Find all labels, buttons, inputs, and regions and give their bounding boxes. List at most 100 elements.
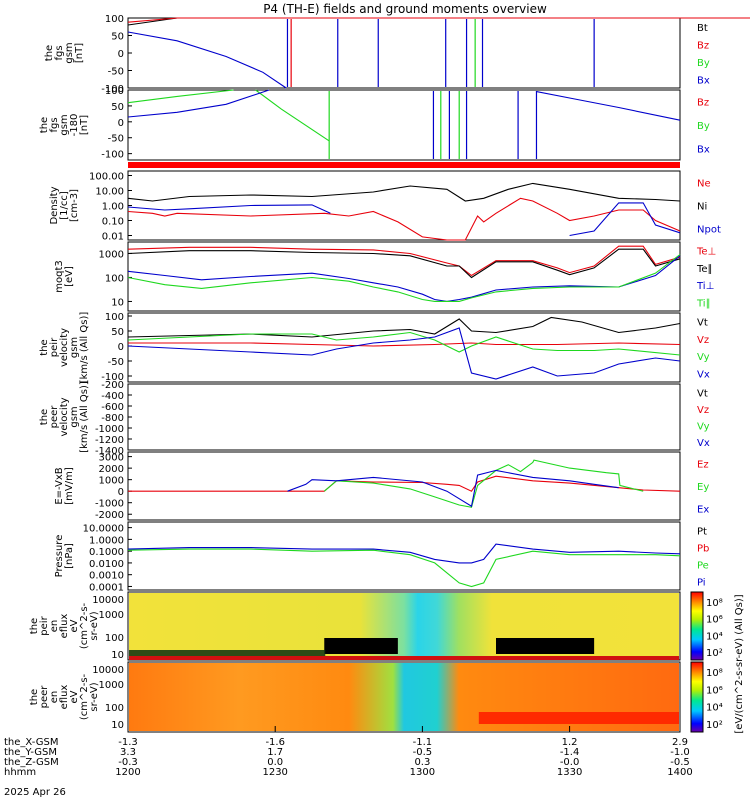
legend-Vx: Vx	[697, 369, 710, 380]
series-Npot	[127, 204, 331, 214]
y-tick-label: 1000	[99, 249, 124, 260]
y-tick-label: 100	[105, 633, 124, 644]
legend-Te⊥: Te⊥	[696, 247, 716, 258]
x-tick-label: -1.6	[265, 737, 285, 748]
y-axis-label-line: (cm^2-s-	[79, 673, 90, 720]
x-tick-label: -1.1	[413, 737, 433, 748]
legend-Vy: Vy	[697, 352, 710, 363]
panel-frame	[127, 89, 681, 161]
y-tick-label: 10	[111, 650, 124, 661]
y-tick-label: 50	[111, 32, 124, 43]
y-tick-label: -1400	[95, 446, 124, 457]
y-axis-label-line: the	[29, 689, 40, 705]
series-Ni	[127, 182, 681, 202]
x-date-label: 2025 Apr 26	[4, 787, 66, 798]
y-axis-label-line: gsm	[59, 114, 70, 135]
legend-Npot: Npot	[697, 225, 721, 236]
series-Bz	[127, 17, 750, 23]
panel-frame	[127, 170, 681, 241]
colorbar-tick-label: 10⁶	[706, 685, 723, 696]
y-axis-label-line: -180	[69, 114, 80, 137]
x-tick-label: 1200	[115, 767, 140, 778]
y-axis-label-line: gsm	[69, 406, 80, 427]
y-tick-label: -800	[101, 413, 124, 424]
x-row-label: hhmm	[4, 767, 36, 778]
colorbar-tick-label: 10⁴	[706, 703, 723, 714]
y-axis-label: thepeervelocitygsm[km/s (All Qs)]	[39, 381, 90, 453]
panel-frame	[127, 17, 681, 89]
y-axis-label-line: [nT]	[74, 43, 85, 63]
y-tick-label: 0.0010	[89, 571, 124, 582]
panel-frame	[127, 241, 681, 312]
x-row-label: the_Z-GSM	[4, 757, 59, 768]
series-Pe	[127, 548, 681, 588]
x-row-label: the_X-GSM	[4, 737, 58, 748]
y-axis-label-line: [km/s (All Qs)]	[79, 381, 90, 453]
series-By	[255, 89, 330, 142]
y-tick-label: 10000	[92, 595, 124, 606]
legend-Pe: Pe	[697, 561, 709, 572]
x-tick-label: 0.3	[414, 757, 430, 768]
y-axis-label-line: [nPa]	[64, 543, 75, 569]
colorbar-title: [eV/(cm^2-s-sr-eV) (All Qs)]	[734, 594, 745, 733]
x-tick-label: -1.4	[560, 747, 580, 758]
y-axis-label-line: moqt3	[54, 260, 65, 293]
series-Ne	[127, 197, 681, 241]
y-tick-label: 100	[105, 273, 124, 284]
series-Bx	[127, 89, 270, 118]
legend-Pt: Pt	[697, 527, 707, 538]
series-Vx	[127, 327, 681, 380]
y-axis-label-line: gsm	[69, 337, 80, 358]
y-axis-label-line: Density	[49, 186, 60, 224]
y-axis-label-line: the	[29, 618, 40, 634]
y-axis-label-line: eflux	[59, 685, 70, 710]
y-tick-label: -1000	[95, 424, 124, 435]
colorbar-tick-label: 10⁶	[706, 615, 723, 626]
y-tick-label: 0	[118, 342, 124, 353]
y-tick-label: 10	[111, 297, 124, 308]
y-axis-label-line: Pressure	[54, 535, 65, 578]
y-axis-label: Density[1/cc][cm-3]	[49, 186, 80, 224]
colorbar-tick-label: 10²	[706, 720, 723, 731]
x-tick-label: 1400	[667, 767, 692, 778]
y-axis-label-line: fgs	[49, 117, 60, 132]
y-tick-label: 10.00	[95, 187, 124, 198]
spectrogram-dropout	[324, 638, 398, 654]
legend-Bz: Bz	[697, 40, 709, 51]
x-tick-label: 0.0	[267, 757, 283, 768]
series-Npot	[569, 202, 681, 237]
y-tick-label: 50	[111, 102, 124, 113]
y-axis-label: thepeirenefluxeV(cm^2-s-sr-eV)	[29, 602, 100, 649]
y-axis-label-line: the	[39, 339, 50, 355]
y-axis-label-line: en	[49, 691, 60, 704]
series-Vz	[128, 342, 681, 347]
y-axis-label-line: gsm	[64, 42, 75, 63]
series-Bx	[536, 91, 681, 121]
y-tick-label: 10	[111, 720, 124, 731]
x-tick-label: -1.3	[118, 737, 138, 748]
y-axis-label-line: E=-VxB	[54, 467, 65, 504]
y-tick-label: 0	[118, 118, 124, 129]
y-tick-label: 100.00	[89, 172, 124, 183]
y-axis-label: thefgsgsm-180[nT]	[39, 114, 90, 137]
legend-Bx: Bx	[697, 75, 710, 86]
legend-Ti∥: Ti∥	[696, 298, 711, 309]
colorbar-tick-label: 10⁸	[706, 668, 723, 679]
panel-frame	[127, 661, 681, 733]
spectrogram-dropout	[129, 650, 326, 660]
legend-Vz: Vz	[697, 405, 709, 416]
panel-3: Density[1/cc][cm-3] 100.00 10.00 1.00 0.10 0.…	[49, 170, 721, 242]
series-Vt	[127, 316, 681, 338]
x-tick-label: 1330	[557, 767, 582, 778]
colorbar-2	[690, 661, 704, 733]
panel-frame	[127, 312, 681, 383]
series-Ti⊥	[127, 255, 681, 302]
series-Ti∥	[127, 254, 681, 302]
x-tick-label: 1.7	[267, 747, 283, 758]
x-tick-label: -1.0	[670, 747, 690, 758]
series-Ex	[287, 469, 619, 508]
y-axis-label-line: [1/cc]	[59, 191, 70, 220]
